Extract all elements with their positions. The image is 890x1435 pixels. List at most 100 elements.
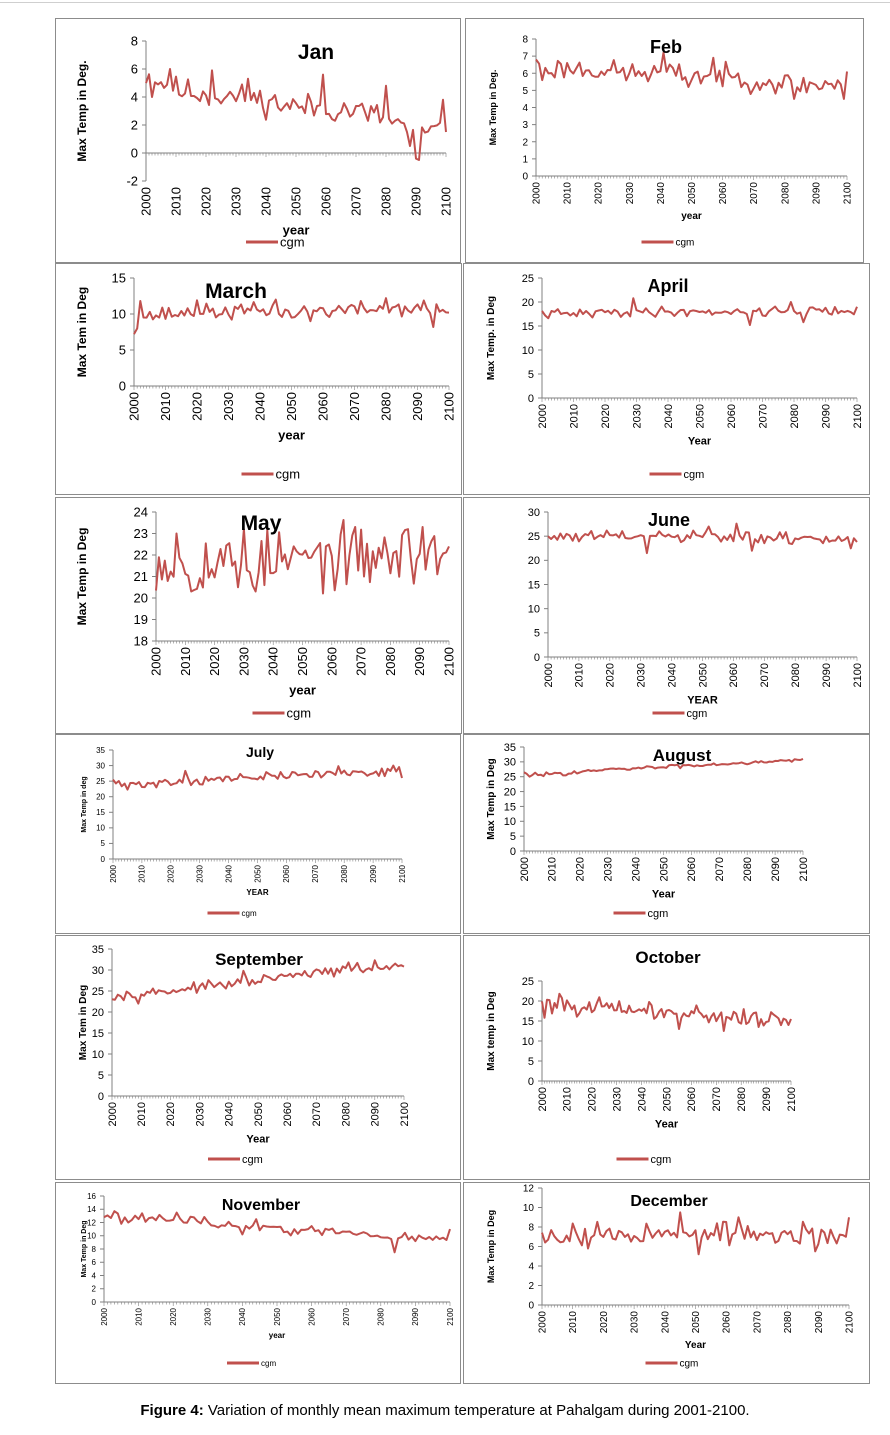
x-tick-label: 2020: [169, 1307, 178, 1325]
y-axis-label: Max Temp in Deg: [75, 528, 89, 626]
y-tick-label: 0: [92, 1298, 97, 1307]
y-tick-label: 10: [523, 1203, 535, 1214]
chart-svg: 0 5 10 15 2000 2010 2020 2030 2040 2050 2060 2070 20…: [75, 271, 457, 482]
y-tick-label: 4: [528, 1262, 534, 1273]
x-tick-label: 2030: [204, 1307, 213, 1325]
x-tick-label: 2010: [134, 1307, 143, 1325]
x-axis-label: year: [269, 1331, 285, 1340]
legend-label: cgm: [242, 909, 257, 918]
x-tick-label: 2100: [442, 647, 457, 676]
x-tick-label: 2100: [798, 857, 810, 881]
y-tick-label: 15: [522, 1016, 534, 1028]
chart-panel-march: 0 5 10 15 2000 2010 2020 2030 2040 2050 2060 2070 20…: [55, 263, 462, 495]
chart-title: October: [635, 948, 701, 967]
chart-title: August: [653, 746, 712, 765]
x-tick-label: 2090: [411, 1307, 420, 1325]
x-tick-label: 2050: [295, 647, 310, 676]
x-tick-label: 2050: [661, 1087, 673, 1111]
y-tick-label: 0: [528, 1301, 534, 1312]
x-tick-label: 2070: [354, 647, 369, 676]
legend-label: cgm: [648, 908, 669, 920]
y-tick-label: 22: [134, 548, 148, 563]
x-tick-label: 2080: [780, 182, 791, 205]
x-axis-label: year: [681, 211, 702, 222]
x-tick-label: 2080: [383, 647, 398, 676]
chart-svg: 0 2 4 6 8 10 12 2000 2010 2020 2030 2040 2050 2060 207…: [486, 1184, 856, 1370]
y-tick-label: 24: [134, 505, 148, 520]
chart-svg: 0 2 4 6 8 10 12 14 16 2000 2010 2020 2030 2040 2050 206…: [81, 1192, 455, 1368]
legend-label: cgm: [684, 469, 705, 481]
y-tick-label: 4: [522, 103, 528, 114]
x-tick-label: 2020: [575, 857, 587, 881]
legend-label: cgm: [651, 1154, 672, 1166]
chart-svg: 0 5 10 15 20 25 30 2000 2010 2020 2030 2040 2050 2060…: [528, 507, 864, 720]
x-tick-label: 2040: [224, 864, 233, 882]
x-axis-label: Year: [655, 1119, 679, 1131]
y-tick-label: 8: [92, 1245, 97, 1254]
x-tick-label: 2060: [324, 647, 339, 676]
y-axis-label: Max Temp. in Deg: [486, 296, 497, 380]
x-tick-label: 2020: [605, 663, 617, 687]
y-tick-label: 5: [510, 831, 516, 843]
x-tick-label: 2090: [770, 857, 782, 881]
legend-label: cgm: [242, 1154, 263, 1166]
x-tick-label: 2000: [100, 1307, 109, 1325]
y-tick-label: 12: [523, 1184, 535, 1195]
series-line-cgm: [103, 1210, 451, 1254]
x-tick-label: 2050: [694, 404, 706, 428]
y-tick-label: 20: [504, 786, 516, 798]
x-axis-label: YEAR: [687, 695, 718, 707]
x-tick-label: 2060: [718, 182, 729, 205]
y-tick-label: 35: [92, 944, 104, 956]
x-axis-label: Year: [652, 889, 676, 901]
x-tick-label: 2070: [757, 404, 769, 428]
x-tick-label: 2090: [820, 404, 832, 428]
y-tick-label: 30: [92, 965, 104, 977]
x-tick-label: 2040: [630, 857, 642, 881]
y-tick-label: 25: [522, 976, 534, 988]
y-tick-label: 35: [504, 742, 516, 754]
x-tick-label: 2010: [568, 1311, 579, 1334]
y-tick-label: 2: [522, 137, 528, 148]
x-tick-label: 2030: [221, 392, 236, 421]
chart-panel-june: 0 5 10 15 20 25 30 2000 2010 2020 2030 2040 2050 2060…: [463, 497, 870, 734]
x-tick-label: 2010: [547, 857, 559, 881]
series-line-cgm: [155, 519, 450, 595]
x-tick-label: 2060: [307, 1307, 316, 1325]
x-tick-label: 2070: [714, 857, 726, 881]
y-tick-label: 30: [96, 761, 105, 770]
x-tick-label: 2090: [410, 392, 425, 421]
chart-svg: 18 19 20 21 22 23 24 2000 2010 2020 2030 2040 2050 20…: [75, 505, 457, 721]
x-tick-label: 2010: [562, 1087, 574, 1111]
x-tick-label: 2070: [342, 1307, 351, 1325]
x-tick-label: 2010: [568, 404, 580, 428]
x-tick-label: 2010: [136, 1102, 148, 1126]
chart-panel-july: 0 5 10 15 20 25 30 35 2000 2010 2020 2030 2040 2050 20…: [55, 734, 461, 934]
chart-svg: 0 5 10 15 20 25 30 35 2000 2010 2020 2030 2040 2050 20…: [78, 944, 411, 1166]
x-tick-label: 2070: [711, 1087, 723, 1111]
x-tick-label: 2030: [625, 182, 636, 205]
x-tick-label: 2090: [821, 663, 833, 687]
chart-title: May: [241, 512, 282, 535]
x-tick-label: 2050: [697, 663, 709, 687]
x-tick-label: 2070: [311, 864, 320, 882]
x-tick-label: 2010: [563, 182, 574, 205]
x-tick-label: 2090: [369, 864, 378, 882]
legend-label: cgm: [280, 235, 305, 250]
x-tick-label: 2000: [107, 1102, 119, 1126]
x-tick-label: 2100: [399, 1102, 411, 1126]
chart-svg: 0 5 10 15 20 25 30 35 2000 2010 2020 2030 2040 2050 20…: [81, 744, 407, 918]
y-tick-label: 10: [522, 345, 534, 357]
x-tick-label: 2100: [439, 187, 454, 216]
x-tick-label: 2020: [599, 1311, 610, 1334]
y-tick-label: 18: [134, 634, 148, 649]
y-tick-label: 8: [131, 34, 138, 49]
y-axis-label: Max Temp in Deg.: [75, 60, 89, 161]
x-tick-label: 2080: [790, 663, 802, 687]
chart-svg: 0 1 2 3 4 5 6 7 8 2000 2010 2020 2030 2040 2050 2060 207…: [488, 35, 854, 249]
x-tick-label: 2090: [412, 647, 427, 676]
x-tick-label: 2040: [656, 182, 667, 205]
chart-panel-feb: 0 1 2 3 4 5 6 7 8 2000 2010 2020 2030 2040 2050 2060 207…: [465, 18, 864, 263]
chart-title: April: [647, 276, 688, 296]
x-tick-label: 2080: [736, 1087, 748, 1111]
